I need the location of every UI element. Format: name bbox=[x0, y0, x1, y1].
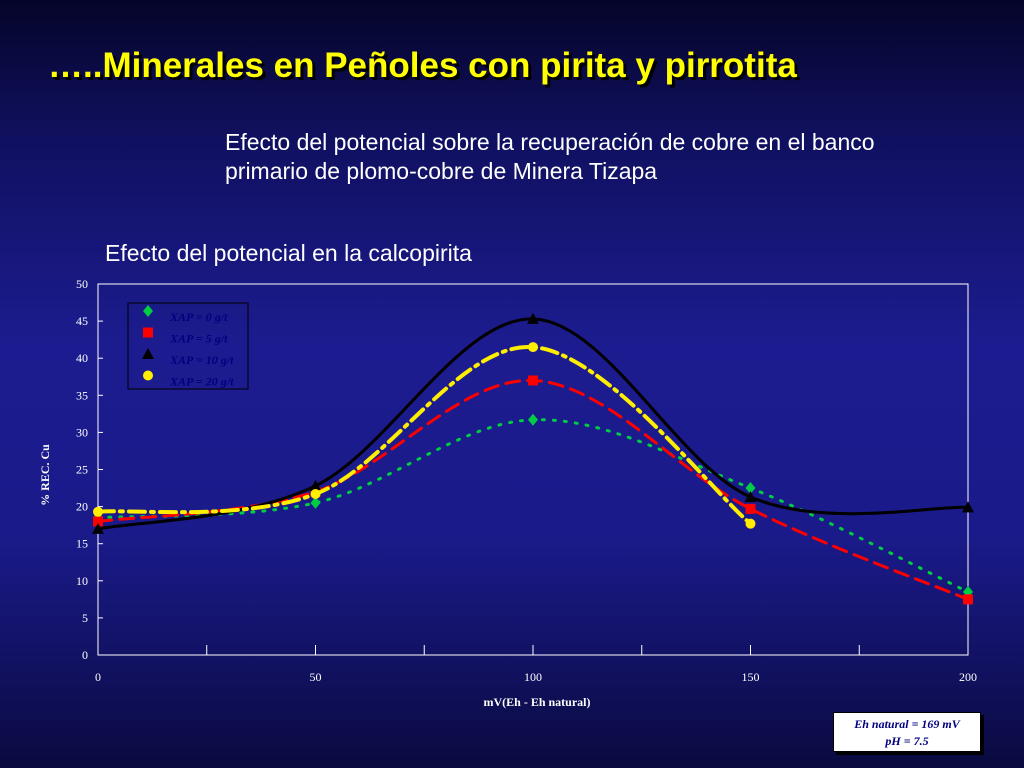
legend-box bbox=[127, 302, 249, 390]
square-marker bbox=[745, 503, 756, 514]
legend-label: XAP = 10 g/t bbox=[169, 353, 234, 367]
series-line-1 bbox=[96, 378, 970, 601]
x-tick-label: 200 bbox=[959, 670, 977, 684]
y-tick-label: 15 bbox=[76, 537, 88, 551]
legend-label: XAP = 0 g/t bbox=[169, 310, 228, 324]
plot-frame bbox=[97, 283, 969, 656]
triangle-marker bbox=[309, 479, 322, 491]
y-axis-label: % REC. Cu bbox=[38, 444, 52, 506]
y-tick-label: 35 bbox=[76, 388, 88, 402]
series-line-3 bbox=[96, 345, 753, 526]
circle-marker bbox=[93, 506, 103, 517]
legend-diamond-marker bbox=[143, 305, 153, 317]
x-tick-label: 150 bbox=[742, 670, 760, 684]
y-tick-label: 40 bbox=[76, 351, 88, 365]
x-tick-label: 50 bbox=[310, 670, 322, 684]
y-tick-label: 25 bbox=[76, 463, 88, 477]
diamond-marker bbox=[310, 496, 321, 509]
legend-label: XAP = 20 g/t bbox=[169, 375, 234, 389]
y-tick-label: 30 bbox=[76, 425, 88, 439]
legend: XAP = 0 g/t XAP = 5 g/t XAP = 10 g/t XAP = … bbox=[127, 302, 249, 390]
triangle-marker bbox=[744, 490, 757, 502]
note-ph: pH = 7.5 bbox=[885, 734, 929, 748]
triangle-marker bbox=[92, 522, 104, 534]
y-tick-label: 20 bbox=[76, 500, 88, 514]
note-eh: Eh natural = 169 mV bbox=[854, 717, 960, 731]
legend-label: XAP = 5 g/t bbox=[169, 332, 228, 346]
y-tick-label: 0 bbox=[82, 648, 88, 662]
x-tick-label: 100 bbox=[524, 670, 542, 684]
conditions-note: Eh natural = 169 mV pH = 7.5 bbox=[833, 712, 981, 752]
y-tick-label: 45 bbox=[76, 314, 88, 328]
legend-circle-marker bbox=[143, 370, 153, 381]
axes: 0 5 10 15 20 25 30 35 40 45 50 0 50 100 150 200 bbox=[76, 277, 977, 684]
triangle-marker bbox=[527, 312, 539, 324]
x-axis-label: mV(Eh - Eh natural) bbox=[483, 695, 590, 709]
square-marker bbox=[93, 516, 103, 527]
circle-marker bbox=[310, 488, 321, 499]
series-line-0 bbox=[96, 418, 970, 594]
y-tick-label: 10 bbox=[76, 574, 88, 588]
legend-square-marker bbox=[143, 327, 153, 338]
diamond-marker bbox=[528, 413, 538, 426]
series-layer bbox=[92, 312, 974, 605]
circle-marker bbox=[745, 518, 756, 529]
slide-title: …..Minerales en Peñoles con pirita y pir… bbox=[48, 46, 797, 85]
x-tick-label: 0 bbox=[95, 670, 101, 684]
y-tick-label: 50 bbox=[76, 277, 88, 291]
square-marker bbox=[963, 594, 973, 605]
diamond-marker bbox=[745, 482, 756, 495]
square-marker bbox=[528, 375, 538, 386]
triangle-marker bbox=[962, 501, 974, 513]
y-tick-label: 5 bbox=[82, 611, 88, 625]
circle-marker bbox=[528, 342, 538, 353]
legend-triangle-marker bbox=[142, 348, 154, 359]
chart-heading: Efecto del potencial en la calcopirita bbox=[105, 240, 472, 266]
slide-subtitle: Efecto del potencial sobre la recuperaci… bbox=[225, 129, 875, 184]
